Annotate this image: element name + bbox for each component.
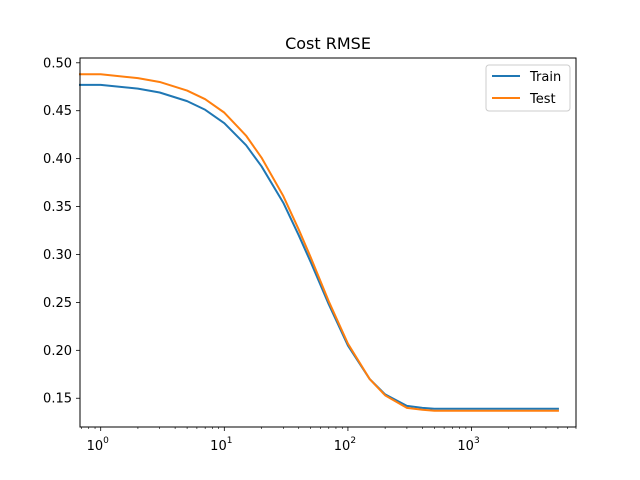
y-tick-label: 0.50 [43, 56, 72, 71]
y-tick-label: 0.25 [43, 296, 72, 311]
y-tick-label: 0.15 [43, 392, 72, 407]
y-tick-label: 0.35 [43, 200, 72, 215]
series-line-test [79, 73, 559, 412]
legend: Train Test [485, 64, 571, 112]
y-tick-label: 0.40 [43, 152, 72, 167]
y-tick-label: 0.30 [43, 248, 72, 263]
plot-frame [79, 57, 577, 428]
x-tick-label: 100 [87, 436, 110, 454]
y-tick-label: 0.45 [43, 104, 72, 119]
x-tick-label: 103 [457, 436, 479, 454]
series-line-train [79, 83, 559, 410]
series-layer [79, 73, 559, 412]
y-axis: 0.15 0.20 0.25 0.30 0.35 0.40 0.45 0.50 [43, 56, 80, 407]
legend-label-test: Test [529, 92, 556, 107]
x-axis: 100 101 102 103 [81, 427, 577, 454]
x-tick-label: 102 [334, 436, 356, 454]
chart-title: Cost RMSE [285, 34, 371, 53]
y-tick-label: 0.20 [43, 344, 72, 359]
legend-label-train: Train [529, 70, 561, 85]
x-tick-label: 101 [210, 436, 232, 454]
